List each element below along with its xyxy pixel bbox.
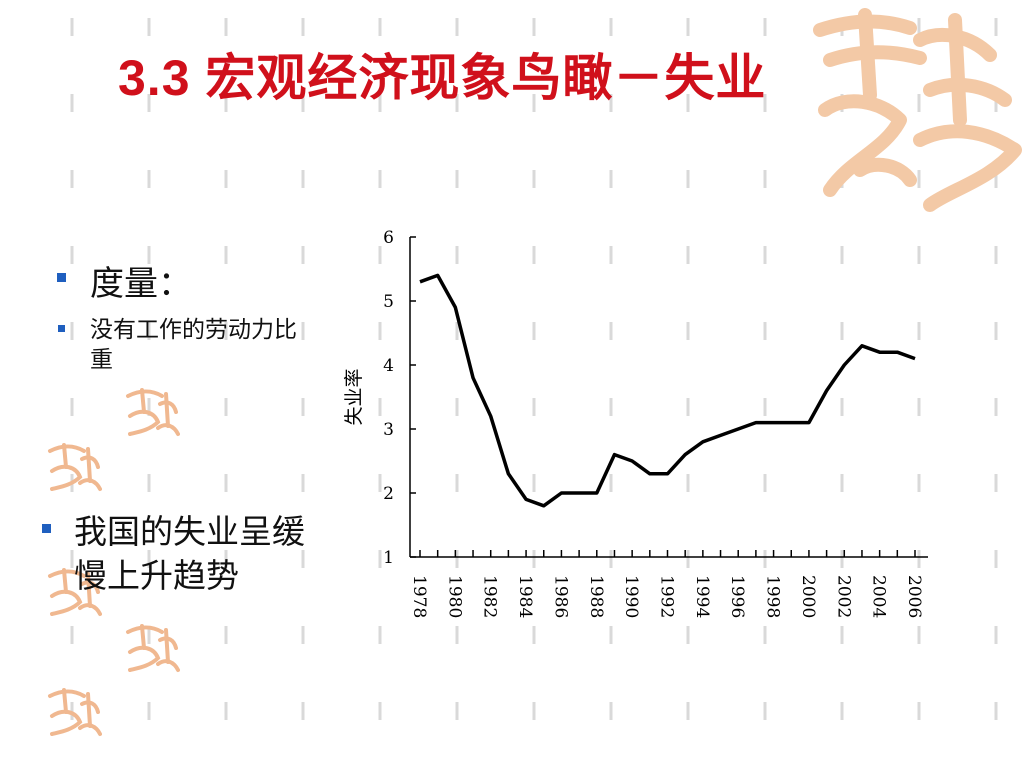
bullet-trend: 我国的失业呈缓慢上升趋势 — [74, 512, 305, 595]
unemployment-series-line — [419, 273, 916, 508]
seal-watermark-icon — [48, 443, 102, 491]
x-tick-label: 1992 — [657, 575, 677, 618]
bullet-square-icon — [58, 325, 65, 332]
seal-watermark-icon — [126, 388, 180, 436]
bullet-definition: 没有工作的劳动力比重 — [90, 317, 297, 373]
x-tick-label: 1994 — [692, 575, 712, 618]
seal-watermark-icon — [48, 568, 102, 616]
x-tick-label: 1990 — [621, 575, 641, 618]
x-tick-label: 2000 — [798, 575, 818, 618]
y-tick-label: 6 — [383, 228, 394, 248]
y-tick-label: 2 — [383, 484, 394, 504]
y-tick-label: 4 — [383, 356, 394, 376]
slide-title: 3.3 宏观经济现象鸟瞰－失业 — [118, 50, 767, 106]
x-tick-label: 1982 — [480, 575, 500, 618]
x-tick-label: 1998 — [763, 575, 783, 618]
x-tick-label: 2004 — [869, 575, 889, 618]
x-tick-label: 1984 — [515, 575, 535, 618]
x-tick-label: 1980 — [444, 575, 464, 618]
bullet-square-icon — [42, 524, 51, 533]
x-tick-label: 2006 — [904, 575, 924, 618]
y-tick-label: 1 — [383, 548, 394, 568]
bullet-measure: 度量： — [90, 264, 192, 304]
y-tick-label: 3 — [383, 420, 394, 440]
x-tick-label: 1986 — [550, 575, 570, 618]
y-tick-label: 5 — [383, 292, 394, 312]
unemployment-line-chart: 1 2 3 4 5 6 1978 1980 1982 1984 1986 1988 1990 1992 19… — [343, 228, 928, 618]
x-tick-label: 2002 — [833, 575, 853, 618]
x-tick-label: 1988 — [586, 575, 606, 618]
x-tick-label: 1978 — [409, 575, 429, 618]
seal-watermark-icon — [48, 688, 102, 736]
bullet-square-icon — [57, 273, 66, 282]
x-tick-label: 1996 — [727, 575, 747, 618]
seal-watermark-icon — [813, 8, 1022, 212]
seal-watermark-icon — [126, 624, 180, 672]
y-axis-label: 失业率 — [343, 368, 365, 425]
